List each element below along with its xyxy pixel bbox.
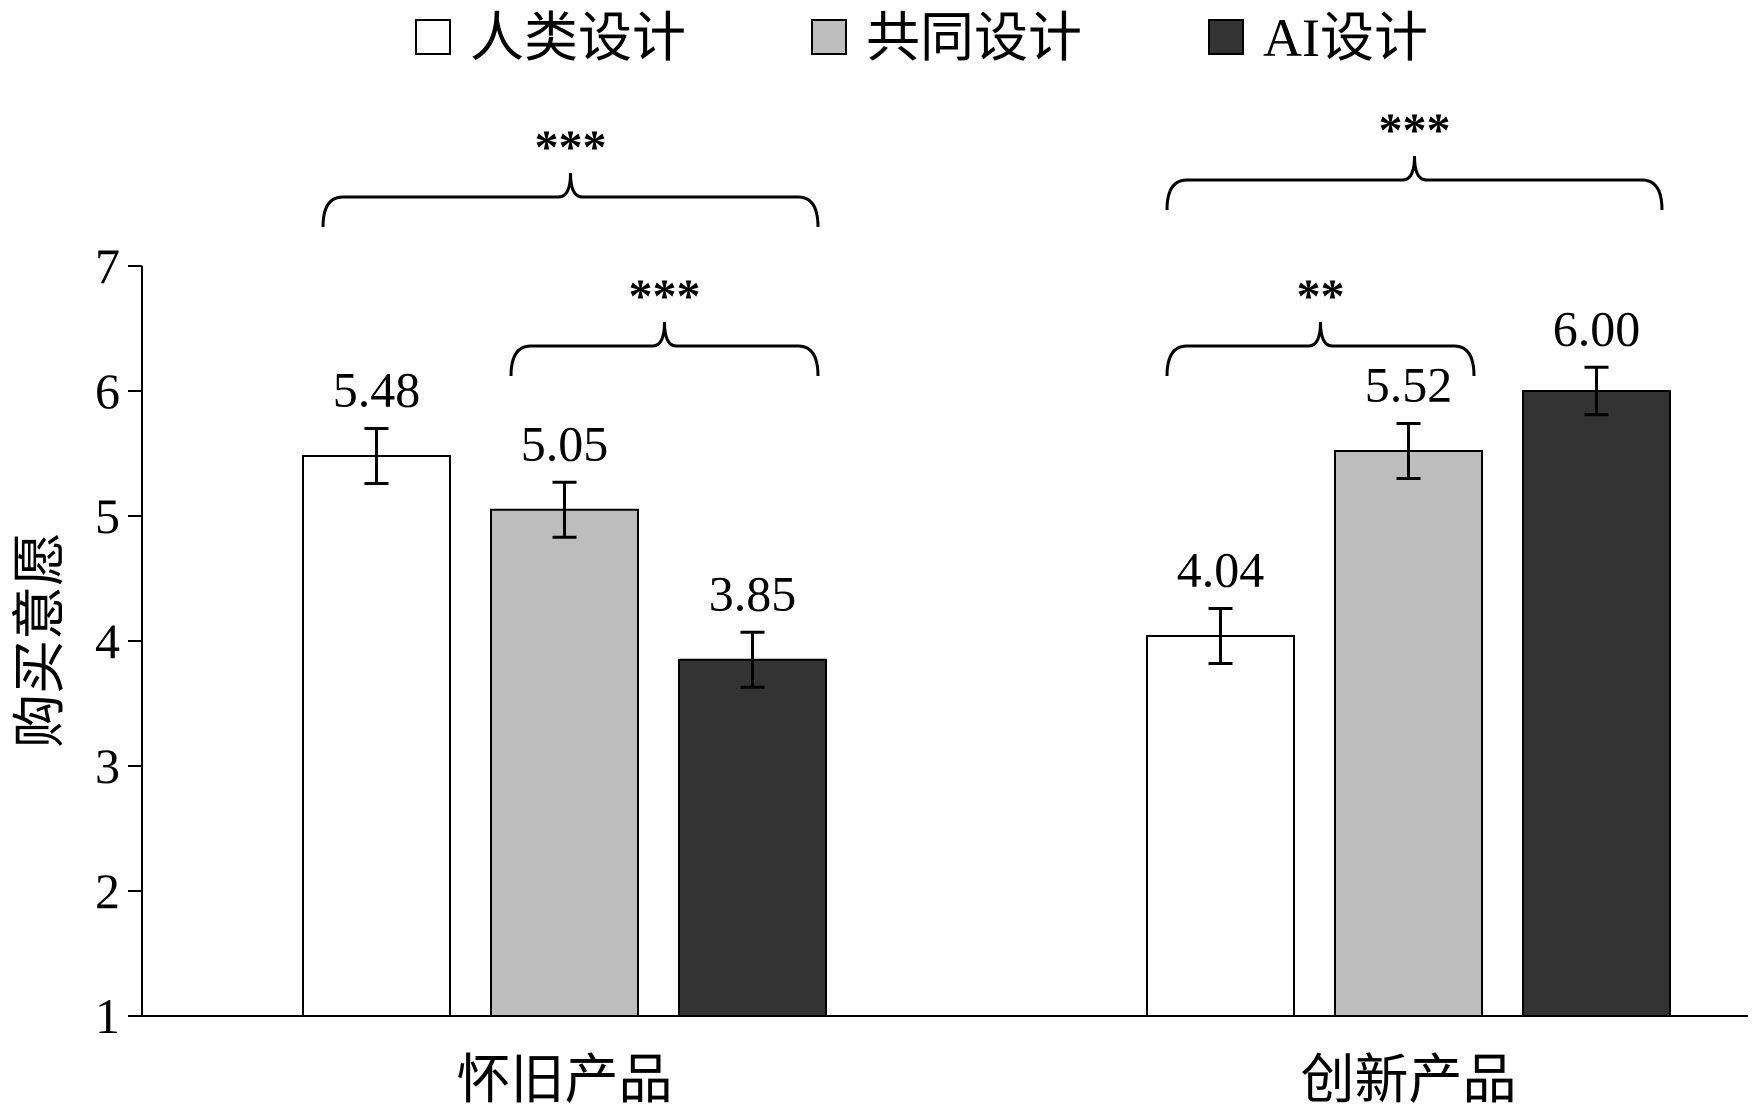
y-axis: 1 2 3 4 5 6 7 (95, 238, 143, 1044)
data-label: 5.48 (333, 362, 421, 418)
legend-label: 人类设计 (470, 8, 686, 68)
legend-swatch (415, 19, 451, 55)
bars: 5.48 4.04 5.05 5.52 3.85 6.00 (302, 300, 1671, 1017)
data-label: 6.00 (1553, 300, 1641, 356)
bar (1146, 635, 1295, 1017)
significance-label: *** (629, 270, 701, 323)
significance-bracket (1165, 321, 1476, 377)
x-category-label: 怀旧产品 (457, 1050, 673, 1110)
legend-label: AI设计 (1263, 8, 1428, 68)
legend-swatch (811, 19, 847, 55)
bar (490, 508, 639, 1017)
legend: 人类设计 共同设计 AI设计 (415, 8, 1428, 68)
significance-bracket (509, 321, 820, 377)
significance-brackets: *********** (321, 104, 1664, 377)
bar (1334, 450, 1483, 1017)
x-category-label: 创新产品 (1301, 1050, 1517, 1110)
data-label: 5.05 (521, 415, 609, 471)
significance-label: *** (1379, 104, 1451, 157)
data-label: 4.04 (1177, 542, 1265, 598)
significance-label: *** (535, 121, 607, 174)
bar (1522, 390, 1671, 1017)
y-tick-label: 7 (95, 238, 120, 294)
bar (302, 455, 451, 1017)
legend-swatch (1208, 19, 1244, 55)
y-tick-label: 6 (95, 363, 120, 419)
bar (678, 658, 827, 1017)
y-axis-title: 购买意愿 (10, 532, 70, 748)
y-tick-label: 2 (95, 863, 120, 919)
y-tick-label: 5 (95, 488, 120, 544)
legend-label: 共同设计 (866, 8, 1082, 68)
y-tick-label: 3 (95, 738, 120, 794)
x-axis: 怀旧产品 创新产品 (142, 1015, 1748, 1110)
significance-bracket (1165, 155, 1664, 211)
y-tick-label: 1 (95, 988, 120, 1044)
data-label: 5.52 (1365, 357, 1453, 413)
significance-label: ** (1297, 270, 1345, 323)
data-label: 3.85 (709, 565, 797, 621)
significance-bracket (321, 172, 820, 228)
y-tick-label: 4 (95, 613, 120, 669)
